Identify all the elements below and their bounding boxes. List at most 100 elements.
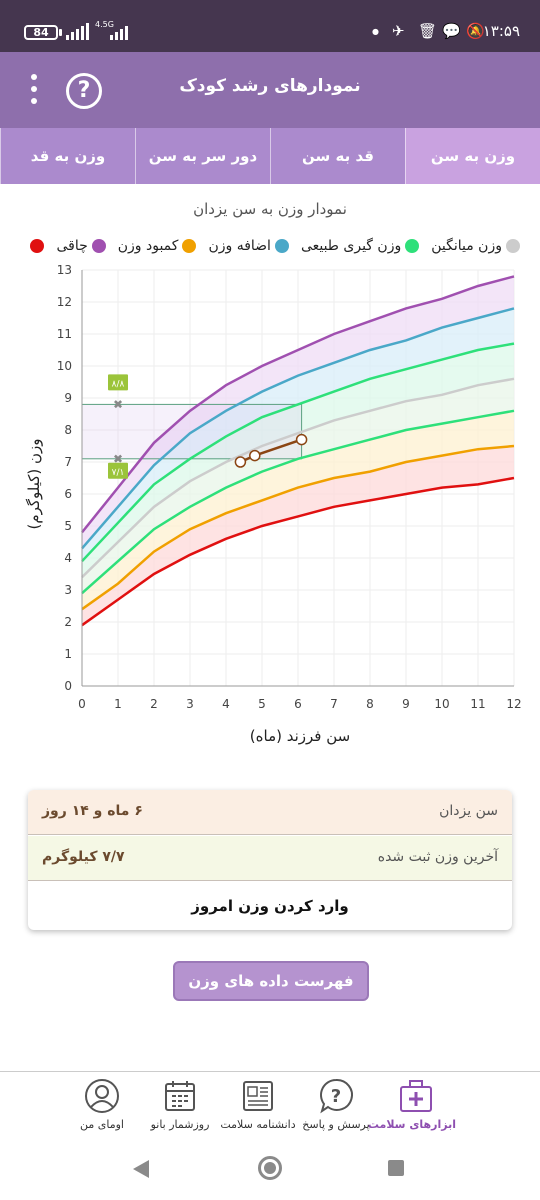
y-tick-label: 8 <box>64 423 72 437</box>
chart-legend: چاقی کمبود وزن اضافه وزن وزن گیری طبیعی … <box>26 238 520 254</box>
page-title: نمودارهای رشد کودک <box>179 76 361 96</box>
nav-qa[interactable]: ? پرسش و پاسخ <box>296 1076 376 1136</box>
chat-icon: 💬 <box>442 22 461 40</box>
nav-calendar[interactable]: روزشمار بانو <box>140 1076 220 1136</box>
tab-head-for-age[interactable]: دور سر به سن <box>135 128 270 184</box>
child-weight-point <box>295 433 308 446</box>
y-tick-label: 12 <box>57 295 72 309</box>
series-line-1 <box>81 307 515 550</box>
legend-item <box>26 238 45 254</box>
info-card: سن یزدان ۶ ماه و ۱۴ روز آخرین وزن ثبت شد… <box>28 790 512 930</box>
bottom-nav: ابزارهای سلامت ? پرسش و پاسخ دانشنامه سل… <box>0 1071 540 1139</box>
recent-apps-icon[interactable] <box>388 1160 404 1176</box>
legend-item: وزن میانگین <box>431 238 520 254</box>
x-tick-label: 5 <box>258 697 266 711</box>
series-line-2 <box>81 342 515 563</box>
series-line-0 <box>81 275 515 534</box>
y-tick-label: 1 <box>64 647 72 661</box>
y-axis-label: وزن (کیلوگرم) <box>25 438 43 530</box>
y-tick-label: 7 <box>64 455 72 469</box>
y-tick-label: 9 <box>64 391 72 405</box>
encyclopedia-icon <box>243 1081 273 1111</box>
series-line-3 <box>81 377 515 579</box>
nav-profile[interactable]: اومای من <box>62 1076 142 1136</box>
child-weight-point <box>234 456 247 468</box>
y-tick-label: 2 <box>64 615 72 629</box>
back-icon[interactable] <box>133 1160 149 1178</box>
legend-item: وزن گیری طبیعی <box>301 238 420 254</box>
dot-icon: ● <box>372 27 379 36</box>
x-tick-label: 7 <box>330 697 338 711</box>
y-tick-label: 0 <box>64 679 72 693</box>
tab-height-for-age[interactable]: قد به سن <box>270 128 405 184</box>
age-value: ۶ ماه و ۱۴ روز <box>42 803 143 819</box>
app-bar: ? نمودارهای رشد کودک <box>0 52 540 128</box>
overflow-menu-icon[interactable] <box>22 72 46 108</box>
x-tick-label: 12 <box>506 697 521 711</box>
weight-value: ۷/۷ کیلوگرم <box>42 849 125 865</box>
battery-icon: 84 <box>24 25 58 40</box>
chart-band <box>82 343 514 578</box>
legend-dot <box>182 239 197 253</box>
range-marker-value: ۸/۸ <box>112 379 125 389</box>
range-marker-badge <box>108 462 128 479</box>
legend-dot <box>506 239 520 253</box>
age-label: سن یزدان <box>439 803 498 819</box>
y-tick-label: 11 <box>57 327 72 341</box>
y-tick-label: 3 <box>64 583 72 597</box>
x-tick-label: 2 <box>150 697 158 711</box>
nav-encyclopedia[interactable]: دانشنامه سلامت <box>218 1076 298 1136</box>
child-weight-point <box>249 449 261 462</box>
legend-item: اضافه وزن <box>208 238 289 254</box>
x-tick-label: 4 <box>222 697 230 711</box>
chart-band <box>82 378 514 594</box>
weight-label: آخرین وزن ثبت شده <box>377 849 498 865</box>
battery-tip <box>59 29 62 36</box>
home-icon[interactable] <box>258 1156 282 1180</box>
profile-icon <box>85 1079 119 1113</box>
x-tick-label: 8 <box>366 697 374 711</box>
x-tick-label: 3 <box>186 697 194 711</box>
nav-label: روزشمار بانو <box>150 1118 210 1131</box>
status-bar: 84 4.5G ● ✈ 🗑 💬 🔕 ۱۳:۵۹ <box>0 0 540 52</box>
nav-label: اومای من <box>80 1118 124 1131</box>
range-marker-x: ✖ <box>113 452 123 466</box>
y-tick-label: 13 <box>57 263 72 277</box>
enter-weight-button[interactable]: وارد کردن وزن امروز <box>191 897 349 915</box>
x-tick-label: 9 <box>402 697 410 711</box>
legend-dot <box>30 239 45 253</box>
calendar-icon <box>165 1081 195 1111</box>
y-tick-label: 5 <box>64 519 72 533</box>
svg-text:?: ? <box>331 1086 341 1107</box>
help-icon[interactable]: ? <box>66 73 102 109</box>
x-tick-label: 6 <box>294 697 302 711</box>
signal-icon-2 <box>110 22 128 40</box>
series-line-4 <box>81 409 515 595</box>
chart-band <box>82 308 514 562</box>
y-axis-label-wrap: وزن (کیلوگرم) <box>14 420 54 550</box>
x-tick-label: 11 <box>470 697 485 711</box>
legend-dot <box>405 239 420 253</box>
x-tick-label: 10 <box>434 697 449 711</box>
tab-weight-for-height[interactable]: وزن به قد <box>0 128 135 184</box>
growth-chart[interactable]: 0 1 2 3 4 5 6 7 8 9 10 11 12012345678910111213✖۸/۸✖۷… <box>0 260 540 720</box>
system-nav-bar <box>0 1139 540 1200</box>
signal-icon <box>66 22 89 40</box>
x-tick-label: 1 <box>114 697 122 711</box>
legend-item: کمبود وزن <box>118 238 197 254</box>
nav-health-tools[interactable]: ابزارهای سلامت <box>368 1076 456 1136</box>
chart-band <box>82 410 514 610</box>
weight-list-button[interactable]: فهرست داده های وزن یزدان <box>173 961 369 1026</box>
medical-kit-icon <box>400 1080 432 1112</box>
series-line-6 <box>81 476 515 627</box>
series-line-5 <box>81 444 515 611</box>
nav-label: دانشنامه سلامت <box>220 1118 296 1131</box>
legend-dot <box>274 239 289 253</box>
question-bubble-icon: ? <box>320 1078 353 1114</box>
tab-weight-for-age[interactable]: وزن به سن <box>405 128 540 184</box>
range-marker-x: ✖ <box>113 397 123 411</box>
legend-item: چاقی <box>56 238 106 254</box>
nav-label: پرسش و پاسخ <box>302 1118 370 1131</box>
range-marker-badge <box>108 374 128 391</box>
